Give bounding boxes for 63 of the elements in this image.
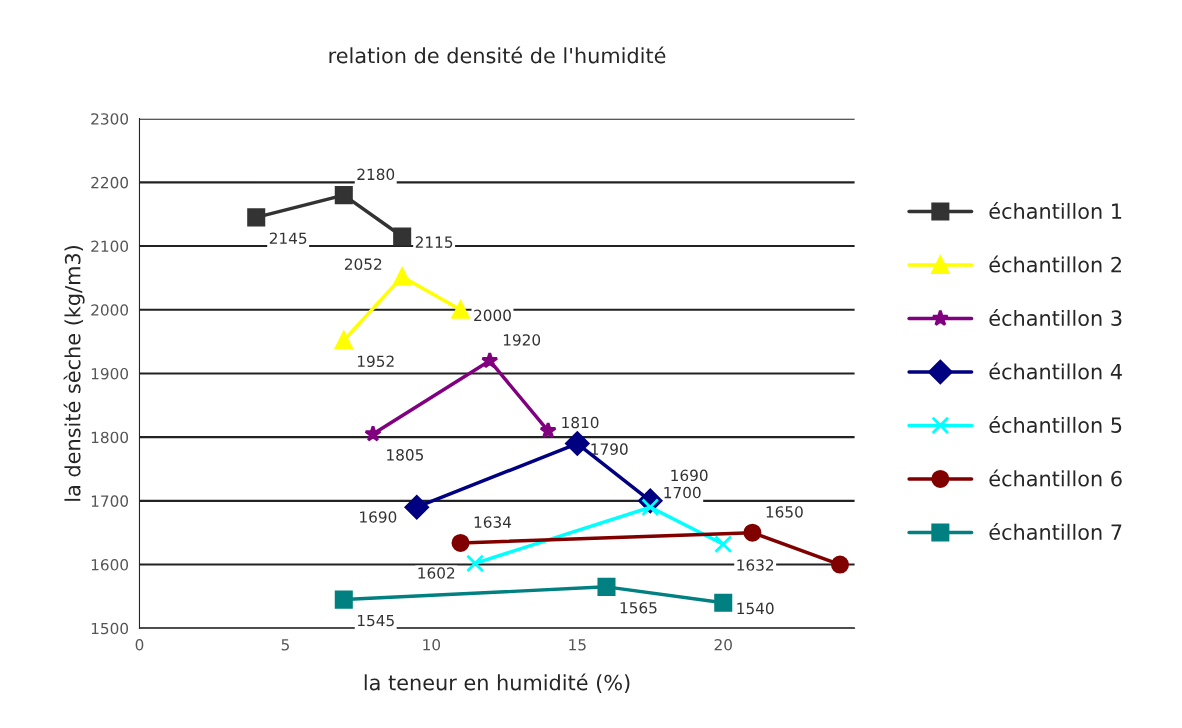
y-tick-label: 1600 [91,559,129,571]
data-label: 2145 [269,232,307,245]
data-label: 1690 [671,469,708,482]
y-tick-label: 1500 [91,622,129,635]
y-tick-label: 2300 [91,113,129,125]
y-axis-title: la densité sèche (kg/m3) [63,245,85,501]
data-label: 1632 [737,559,774,571]
x-tick-label: 20 [714,638,732,651]
point [451,300,470,319]
legend-label: échantillon 2 [989,255,1121,273]
y-tick-label: 1900 [91,367,129,380]
x-tick-label: 10 [423,638,441,651]
point [830,555,850,574]
data-label: 2115 [415,236,453,248]
data-label: 1920 [503,334,541,346]
data-label: 1700 [664,486,701,499]
point [714,535,733,554]
point [466,554,485,573]
data-label: 2180 [357,168,395,181]
legend-label: échantillon 4 [989,362,1122,380]
point [404,495,429,520]
y-tick-label: 1800 [91,431,129,444]
y-tick-label: 2100 [91,240,129,253]
point [334,331,353,350]
data-label: 2000 [474,309,511,322]
y-tick-label: 2000 [91,304,129,316]
point [565,431,590,456]
point [393,227,412,246]
data-label: 2052 [344,258,382,270]
legend-label: échantillon 6 [989,469,1122,487]
data-label: 1650 [766,506,803,518]
x-tick-label: 5 [281,639,289,651]
point [393,267,412,286]
point [597,577,616,596]
legend-label: échantillon 5 [989,416,1122,434]
data-label: 1540 [737,602,774,615]
point [364,424,382,442]
data-label: 1810 [562,416,599,429]
point [539,421,557,439]
point [247,208,266,227]
chart-title: relation de densité de l'humidité [329,46,666,64]
data-label: 1952 [357,355,394,367]
legend-label: échantillon 1 [989,202,1122,220]
data-label: 1805 [387,449,424,461]
x-axis-title: la teneur en humidité (%) [364,673,630,693]
data-label: 1565 [620,601,657,614]
x-tick-label: 15 [569,639,586,651]
point [743,523,762,542]
point [334,186,353,205]
data-label: 1690 [360,511,397,523]
point [714,593,733,612]
data-label: 1634 [474,516,512,528]
data-label: 1790 [591,443,628,455]
legend-label: échantillon 7 [989,523,1122,540]
y-tick-label: 2200 [91,176,129,189]
data-label: 1602 [418,567,455,579]
point [334,590,353,609]
data-label: 1545 [357,614,394,627]
x-tick-label: 0 [135,638,144,651]
legend-label: échantillon 3 [989,309,1122,327]
point [451,533,470,552]
y-tick-label: 1700 [91,495,129,507]
point [481,351,499,369]
